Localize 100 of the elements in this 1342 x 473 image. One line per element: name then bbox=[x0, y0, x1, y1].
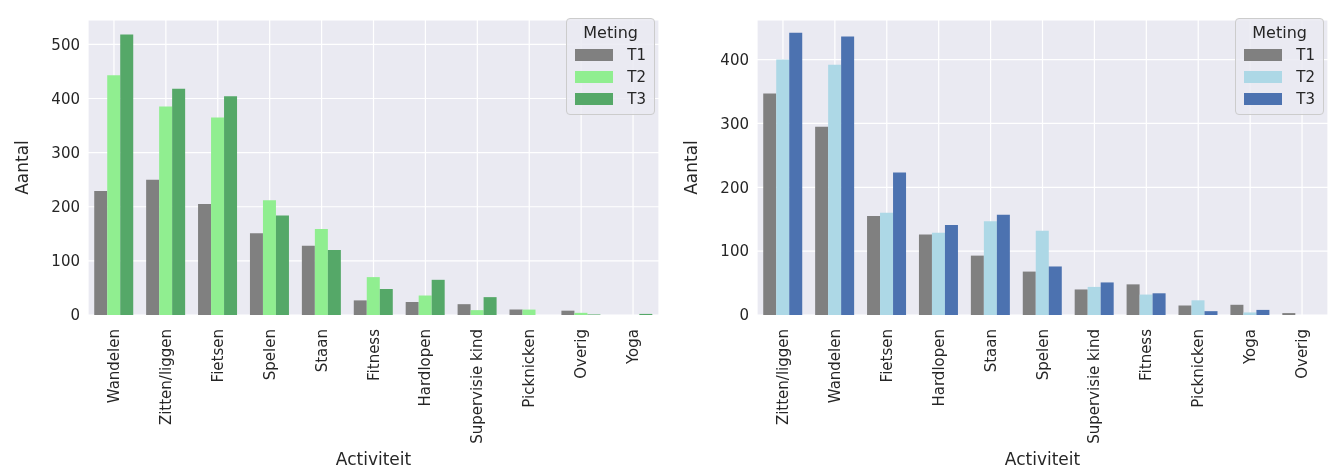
legend-title: Meting bbox=[1251, 23, 1308, 42]
bar bbox=[789, 32, 803, 315]
bar bbox=[867, 216, 881, 315]
y-tick-label: 200 bbox=[720, 178, 749, 197]
bar bbox=[94, 191, 108, 315]
bar bbox=[405, 302, 419, 315]
x-tick-label: Fitness bbox=[1137, 328, 1156, 381]
x-tick-label: Supervisie kind bbox=[468, 329, 487, 444]
bar bbox=[418, 295, 432, 315]
bar bbox=[1035, 230, 1049, 315]
bar bbox=[431, 279, 445, 315]
bar bbox=[1048, 266, 1062, 315]
bar bbox=[828, 64, 842, 315]
x-tick-label: Overig bbox=[572, 329, 591, 379]
x-tick-label: Wandelen bbox=[825, 329, 844, 404]
bar bbox=[1152, 293, 1166, 315]
bar bbox=[301, 245, 315, 315]
y-axis-title: Aantal bbox=[12, 140, 33, 195]
bar bbox=[353, 300, 367, 315]
legend-label: T1 bbox=[627, 46, 646, 64]
bar bbox=[314, 228, 328, 315]
x-tick-label: Staan bbox=[312, 329, 331, 373]
bar bbox=[841, 36, 855, 315]
bar bbox=[1204, 311, 1218, 315]
bar bbox=[763, 93, 777, 315]
x-axis-title: Activiteit bbox=[1004, 449, 1081, 469]
y-tick-label: 400 bbox=[51, 89, 80, 108]
x-axis-title: Activiteit bbox=[335, 449, 412, 469]
y-tick-label: 0 bbox=[739, 306, 749, 325]
y-tick-label: 300 bbox=[720, 114, 749, 133]
x-tick-label: Hardlopen bbox=[416, 329, 435, 407]
bar bbox=[918, 234, 932, 315]
x-tick-label: Fitness bbox=[364, 328, 383, 381]
bar bbox=[996, 214, 1010, 315]
bar bbox=[776, 59, 790, 315]
x-tick-label: Picknicken bbox=[520, 329, 539, 408]
bar bbox=[1022, 271, 1036, 315]
bar bbox=[262, 200, 276, 315]
x-tick-label: Fietsen bbox=[208, 329, 227, 383]
legend-label: T3 bbox=[627, 90, 646, 108]
x-tick-label: Zitten/liggen bbox=[156, 329, 175, 426]
bar bbox=[983, 221, 997, 315]
y-tick-label: 200 bbox=[51, 198, 80, 217]
bar bbox=[366, 277, 380, 315]
bar bbox=[107, 75, 121, 315]
bar bbox=[172, 88, 186, 315]
bar bbox=[1230, 304, 1244, 315]
bar bbox=[249, 233, 263, 315]
bar bbox=[1126, 284, 1140, 315]
x-tick-label: Wandelen bbox=[104, 329, 123, 404]
bar bbox=[944, 224, 958, 315]
y-axis-title: Aantal bbox=[681, 140, 702, 195]
bar bbox=[1256, 309, 1270, 315]
bar bbox=[159, 106, 173, 315]
y-tick-label: 500 bbox=[51, 35, 80, 54]
legend-label: T1 bbox=[1296, 46, 1315, 64]
bar bbox=[574, 312, 588, 315]
x-tick-label: Fietsen bbox=[877, 329, 896, 383]
y-tick-label: 0 bbox=[70, 306, 80, 325]
bar bbox=[1243, 312, 1257, 315]
y-tick-label: 100 bbox=[720, 242, 749, 261]
legend-label: T2 bbox=[1296, 68, 1315, 86]
bar bbox=[457, 304, 471, 315]
bar bbox=[931, 232, 945, 315]
bar bbox=[522, 309, 536, 315]
x-tick-label: Hardlopen bbox=[929, 329, 948, 407]
x-tick-label: Staan bbox=[981, 329, 1000, 373]
x-tick-label: Picknicken bbox=[1189, 329, 1208, 408]
bar bbox=[211, 117, 225, 315]
x-tick-label: Spelen bbox=[1033, 329, 1052, 381]
bar bbox=[146, 179, 160, 315]
bar bbox=[1139, 294, 1153, 315]
y-tick-label: 400 bbox=[720, 50, 749, 69]
bar bbox=[120, 34, 134, 315]
legend-title: Meting bbox=[582, 23, 639, 42]
bar bbox=[198, 204, 212, 315]
x-tick-label: Overig bbox=[1293, 329, 1312, 379]
bar bbox=[224, 96, 238, 315]
x-tick-label: Spelen bbox=[260, 329, 279, 381]
x-tick-label: Zitten/liggen bbox=[773, 329, 792, 426]
legend-label: T3 bbox=[1296, 90, 1315, 108]
bar bbox=[970, 255, 984, 315]
bar bbox=[1178, 305, 1192, 315]
bar bbox=[815, 126, 829, 315]
bar bbox=[1087, 286, 1101, 315]
bar bbox=[893, 172, 907, 315]
bar bbox=[1100, 282, 1114, 315]
bar bbox=[509, 309, 523, 315]
x-tick-label: Supervisie kind bbox=[1085, 329, 1104, 444]
bar bbox=[327, 250, 341, 315]
legend-label: T2 bbox=[627, 68, 646, 86]
bar bbox=[1074, 289, 1088, 315]
bar bbox=[561, 310, 575, 315]
x-tick-label: Yoga bbox=[1241, 329, 1260, 366]
bar bbox=[483, 297, 497, 315]
x-tick-label: Yoga bbox=[624, 329, 643, 366]
bar bbox=[379, 289, 393, 315]
y-tick-label: 100 bbox=[51, 252, 80, 271]
bar bbox=[470, 310, 484, 315]
bar bbox=[880, 212, 894, 315]
